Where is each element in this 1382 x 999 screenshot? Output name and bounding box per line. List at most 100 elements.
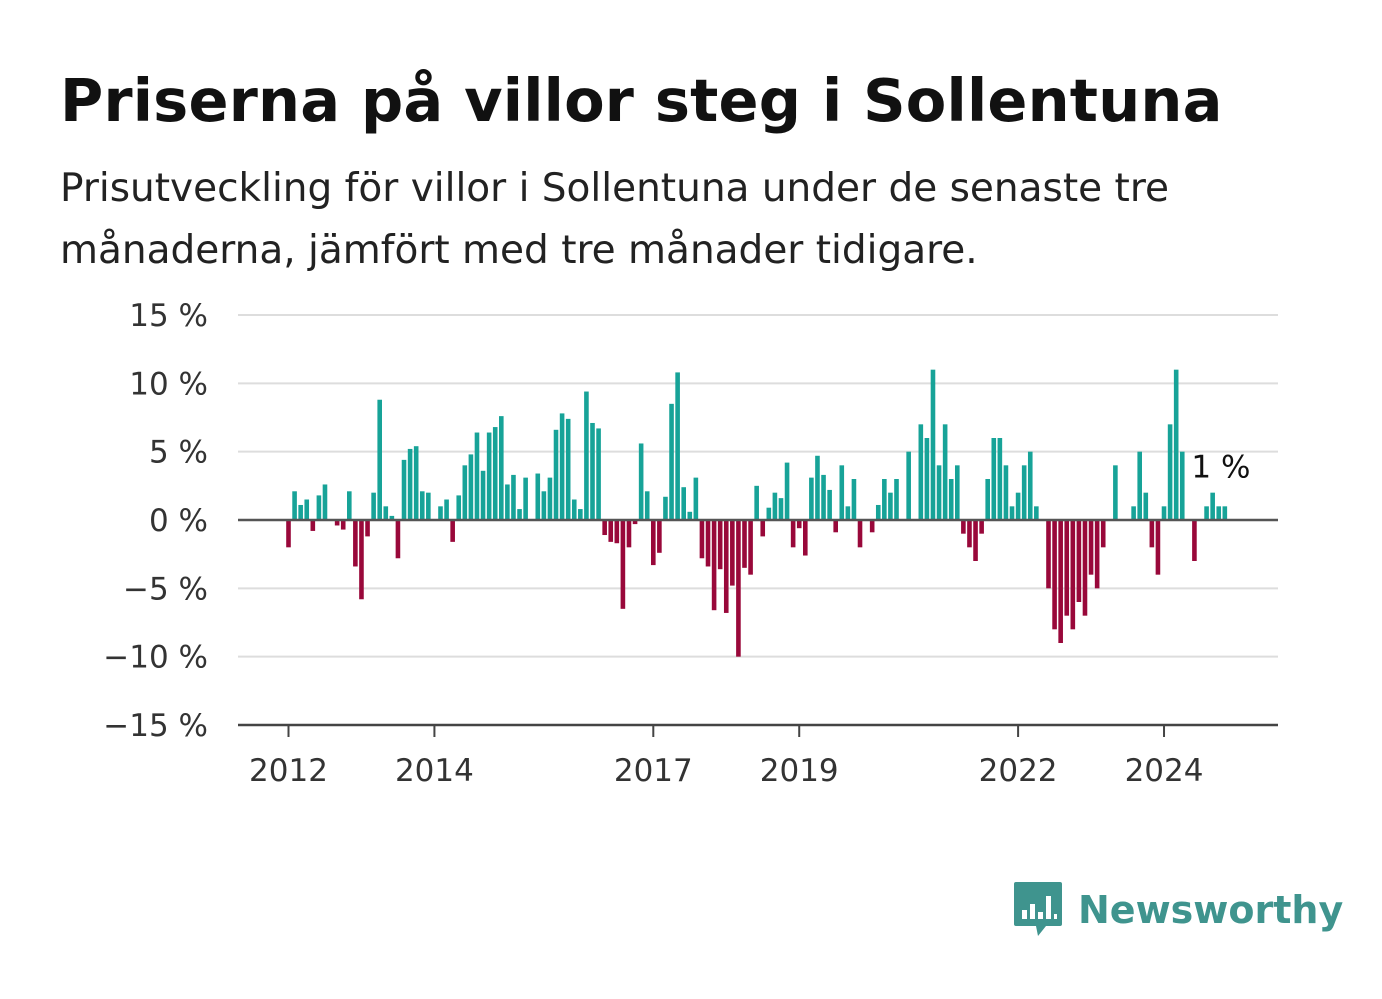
bar xyxy=(602,520,607,536)
bar xyxy=(894,479,899,520)
bar xyxy=(681,487,686,520)
bar xyxy=(1131,506,1136,520)
bar xyxy=(651,520,656,566)
y-tick-label: 15 % xyxy=(129,298,208,334)
bar xyxy=(699,520,705,559)
bar-chart-speech-bubble-icon xyxy=(1014,882,1062,936)
bar xyxy=(857,520,863,548)
y-tick-label: 0 % xyxy=(149,503,208,539)
bar xyxy=(1034,506,1039,520)
bar xyxy=(1204,506,1209,520)
bar xyxy=(851,479,857,520)
bar xyxy=(1222,506,1228,520)
bar xyxy=(663,496,668,520)
bar xyxy=(742,520,747,568)
bar xyxy=(1058,520,1063,643)
bar xyxy=(730,520,735,586)
bar xyxy=(1003,465,1009,520)
bar xyxy=(754,485,759,520)
bar-chart: 15 %10 %5 %0 %−5 %−10 %−15 % 2012 2014 201… xyxy=(103,298,1278,789)
bar xyxy=(1216,506,1222,520)
bar xyxy=(1094,520,1100,589)
bar xyxy=(426,492,431,520)
bar xyxy=(395,520,401,559)
bar xyxy=(888,492,893,520)
bar xyxy=(803,520,808,556)
bar xyxy=(322,484,328,520)
bar xyxy=(1210,492,1215,520)
bar xyxy=(614,520,620,544)
bar xyxy=(772,492,778,520)
bar xyxy=(474,432,480,520)
axes xyxy=(238,518,1278,727)
bar xyxy=(292,491,297,520)
bar xyxy=(839,465,845,520)
bar xyxy=(693,477,699,520)
bar xyxy=(815,455,820,520)
bar xyxy=(1100,520,1106,548)
bar xyxy=(997,438,1003,520)
bar xyxy=(298,504,303,520)
bar xyxy=(547,477,553,520)
bar xyxy=(845,506,851,520)
bar xyxy=(559,413,565,520)
bar xyxy=(918,424,924,520)
bar xyxy=(499,416,504,520)
bar xyxy=(468,454,474,520)
bar xyxy=(875,504,881,520)
x-tick-label: 2022 xyxy=(979,753,1058,789)
bar xyxy=(456,495,462,520)
bar xyxy=(310,520,316,531)
bar xyxy=(523,477,528,520)
bar xyxy=(407,448,413,520)
bar xyxy=(796,520,802,529)
bar xyxy=(948,479,954,520)
bar xyxy=(1113,465,1118,520)
bar xyxy=(991,438,997,520)
bar xyxy=(450,520,455,542)
bar xyxy=(492,427,498,520)
bar xyxy=(565,418,571,520)
bar xyxy=(571,499,577,520)
bar xyxy=(632,520,638,525)
bar xyxy=(882,479,887,520)
x-tick-label: 2012 xyxy=(249,753,328,789)
bar xyxy=(365,520,370,537)
bar xyxy=(657,520,662,553)
bar xyxy=(644,491,650,520)
bar xyxy=(1192,520,1197,561)
bar xyxy=(444,499,449,520)
x-tick-label: 2014 xyxy=(395,753,474,789)
bar xyxy=(620,520,626,609)
bar xyxy=(675,372,680,520)
bar xyxy=(711,520,717,611)
bar xyxy=(1076,520,1082,602)
last-value-label: 1 % xyxy=(1191,450,1250,486)
chart-subtitle: Prisutveckling för villor i Sollentuna u… xyxy=(60,166,1169,273)
chart-title: Priserna på villor steg i Sollentuna xyxy=(60,66,1223,135)
bar xyxy=(517,509,522,520)
bar xyxy=(286,520,291,548)
bar xyxy=(401,459,407,520)
bar xyxy=(316,495,322,520)
bar xyxy=(961,520,966,534)
bar xyxy=(687,511,693,520)
bar xyxy=(748,520,753,575)
bar xyxy=(790,520,796,548)
bar xyxy=(1179,451,1185,520)
bar-series xyxy=(286,369,1228,657)
bar xyxy=(979,520,984,534)
bar xyxy=(967,520,972,548)
brand-name: Newsworthy xyxy=(1078,888,1344,932)
bar xyxy=(1155,520,1161,575)
bar xyxy=(389,515,395,520)
bar xyxy=(930,369,936,520)
bar xyxy=(438,506,443,520)
bar xyxy=(638,443,644,520)
annotations: 1 % xyxy=(1191,450,1250,486)
bar xyxy=(590,422,595,520)
x-tick-label: 2024 xyxy=(1125,753,1204,789)
y-axis-ticks: 15 % 10 % 5 % 0 % −5 % −10 % −15 % xyxy=(103,298,208,744)
x-tick-label: 2019 xyxy=(760,753,839,789)
bar xyxy=(480,470,486,520)
